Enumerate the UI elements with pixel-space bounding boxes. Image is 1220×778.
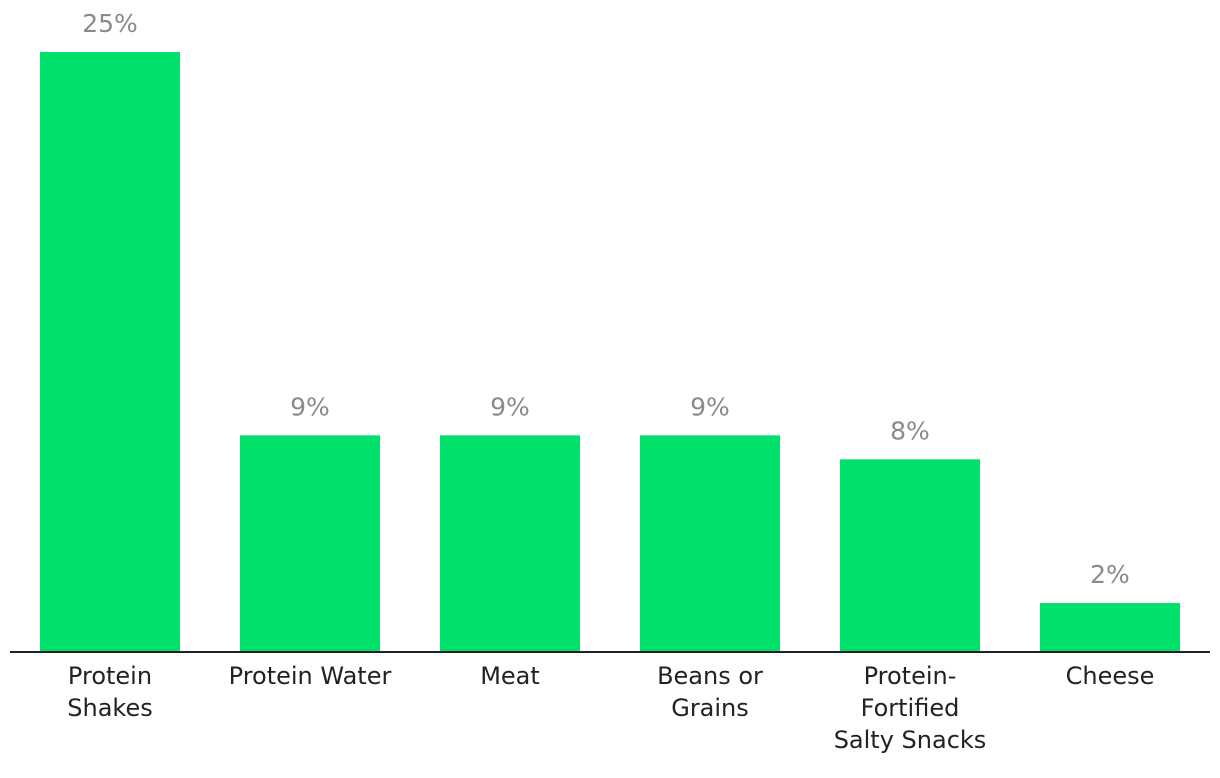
x-tick-label-line: Grains xyxy=(671,694,749,722)
x-tick-label-line: Cheese xyxy=(1066,662,1155,690)
data-label-0: 25% xyxy=(82,9,138,38)
bar-0 xyxy=(40,52,180,651)
x-tick-label-line: Meat xyxy=(480,662,540,690)
x-tick-label-0: Protein Shakes xyxy=(67,662,152,722)
x-tick-label-line: Protein xyxy=(68,662,152,690)
data-labels-layer: 25% 9% 9% 9% 8% 2% xyxy=(82,9,1130,589)
bar-2 xyxy=(440,435,580,651)
bar-5 xyxy=(1040,603,1180,651)
x-tick-label-2: Meat xyxy=(480,662,540,690)
data-label-5: 2% xyxy=(1090,560,1130,589)
x-tick-label-5: Cheese xyxy=(1066,662,1155,690)
bar-1 xyxy=(240,435,380,651)
x-tick-label-line: Fortified xyxy=(861,694,960,722)
x-tick-label-4: Protein- Fortified Salty Snacks xyxy=(834,662,987,754)
x-tick-labels: Protein Shakes Protein Water Meat Beans or Gr… xyxy=(67,662,1154,754)
x-tick-label-1: Protein Water xyxy=(229,662,392,690)
x-tick-label-line: Protein Water xyxy=(229,662,392,690)
data-label-3: 9% xyxy=(690,392,730,421)
x-tick-label-line: Beans or xyxy=(657,662,763,690)
x-tick-label-3: Beans or Grains xyxy=(657,662,763,722)
data-label-1: 9% xyxy=(290,392,330,421)
bars-layer xyxy=(40,52,1180,651)
x-tick-label-line: Protein- xyxy=(864,662,957,690)
bar-4 xyxy=(840,459,980,651)
x-tick-label-line: Salty Snacks xyxy=(834,726,987,754)
x-tick-label-line: Shakes xyxy=(67,694,152,722)
data-label-2: 9% xyxy=(490,392,530,421)
bar-3 xyxy=(640,435,780,651)
data-label-4: 8% xyxy=(890,416,930,445)
